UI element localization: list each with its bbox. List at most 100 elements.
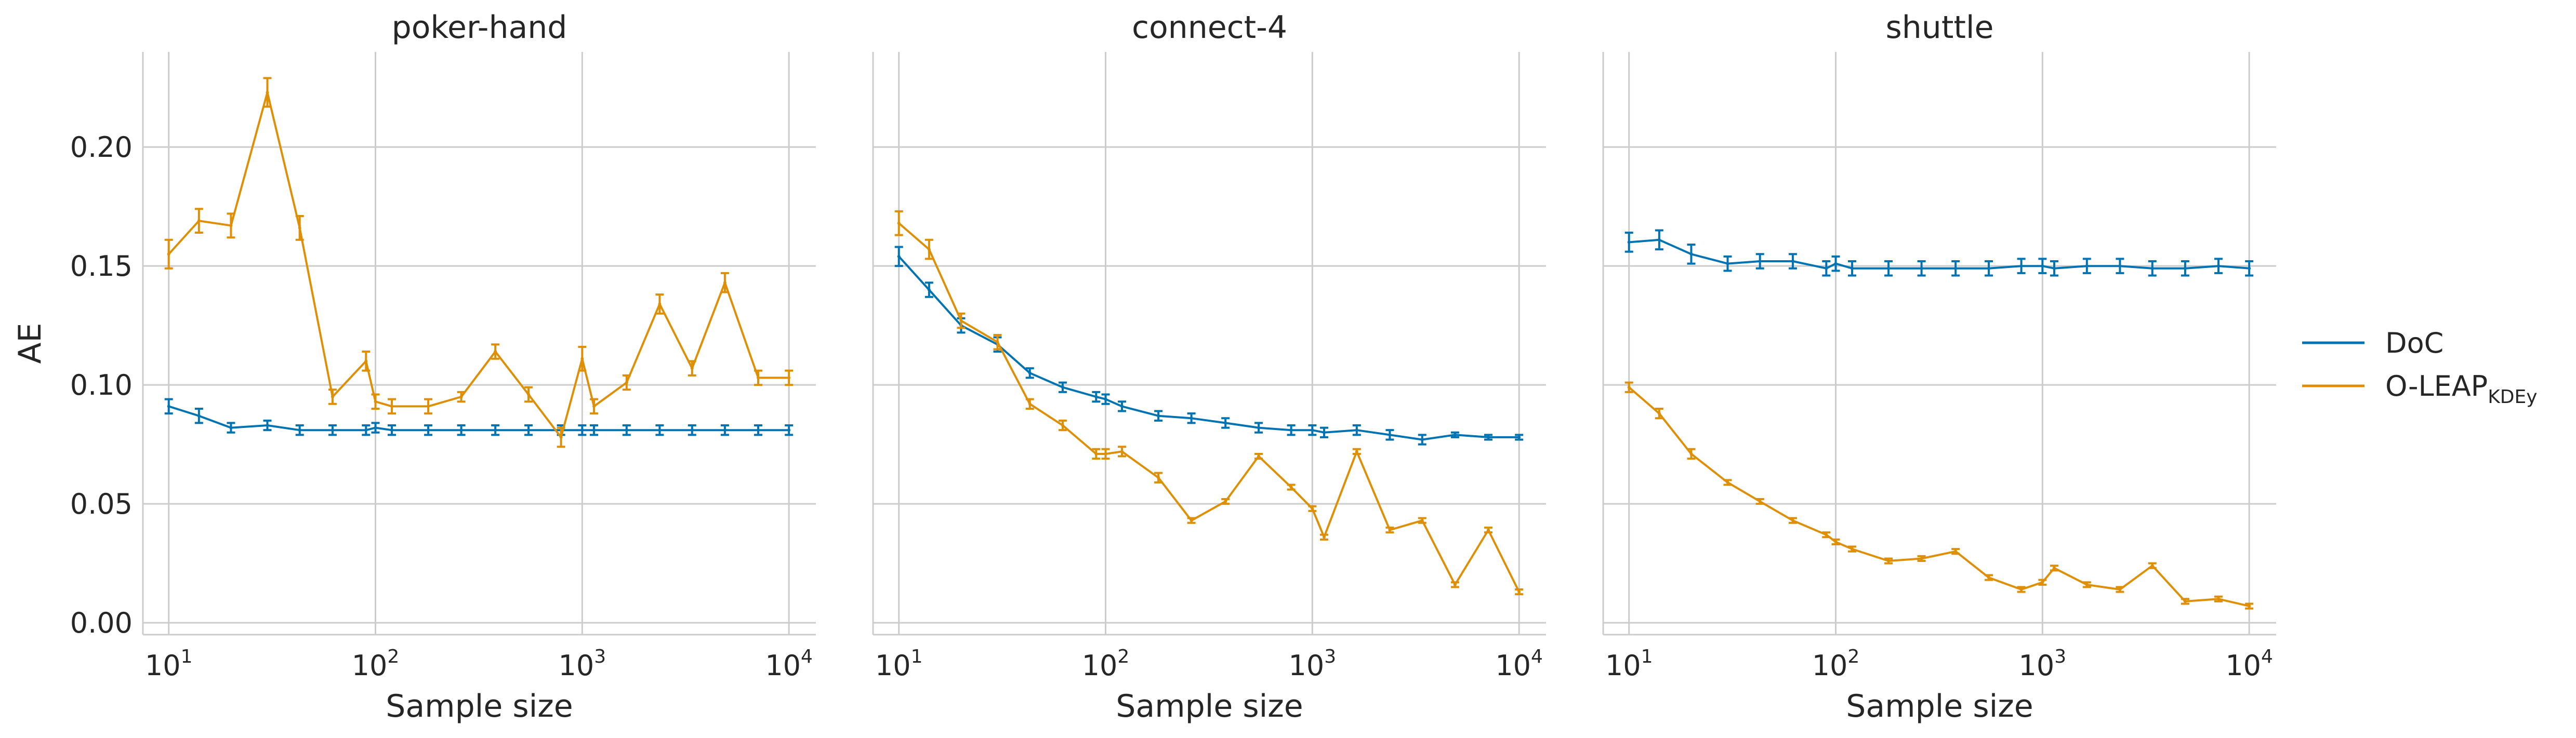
data-point [2150,266,2154,270]
data-point [1657,412,1661,415]
data-point [996,340,999,344]
data-point [1257,426,1261,430]
x-axis-label: Sample size [386,688,573,724]
data-point [1987,266,1991,270]
data-point [197,414,201,418]
data-point [658,428,662,432]
data-point [390,428,394,432]
data-point [1920,266,1923,270]
series-O-LEAP [164,77,794,448]
data-point [1834,262,1838,265]
x-tick-label: 103 [1289,646,1337,682]
data-point [1834,540,1838,544]
data-point [2085,264,2089,268]
data-point [1920,557,1923,560]
data-point [427,405,430,408]
data-point [1028,402,1032,406]
data-point [1453,433,1457,437]
data-point [167,252,170,256]
data-point [1987,576,1991,580]
series-DoC [1624,229,2254,277]
data-point [1120,405,1124,408]
data-point [1486,528,1490,532]
data-point [266,90,269,94]
data-point [625,381,628,384]
data-point [897,254,901,258]
data-point [2052,266,2056,270]
series-line [168,405,789,432]
data-point [1104,452,1107,455]
data-point [1388,433,1392,437]
data-point [1791,519,1794,522]
series-line [898,222,1520,593]
data-point [2216,597,2220,601]
y-tick-label: 0.10 [70,369,133,401]
panel-poker-hand: poker-hand 0.00 0.05 0.10 0.15 0.20 101 102 103 1… [70,9,816,724]
data-point [1825,266,1828,270]
data-point [2248,266,2251,270]
series-line [1629,238,2250,270]
data-point [1954,266,1958,270]
data-point [2052,566,2056,570]
data-point [1224,421,1227,425]
x-tick-label: 101 [1605,646,1653,682]
x-tick-label: 102 [1082,646,1130,682]
x-tick-label: 104 [1495,646,1543,682]
data-point [1157,476,1160,479]
data-point [1322,535,1326,539]
data-point [1758,260,1762,263]
y-axis-label: AE [12,323,48,364]
data-point [1257,454,1261,458]
data-point [1094,452,1098,455]
data-point [897,221,901,225]
data-point [690,367,694,370]
data-point [1657,238,1661,241]
data-point [592,405,596,408]
data-point [1627,385,1631,389]
data-point [1420,519,1424,522]
data-point [2118,587,2122,591]
series-O-LEAP [894,210,1524,596]
data-point [787,376,791,380]
data-point [1157,414,1160,418]
data-point [427,428,430,432]
data-point [959,319,963,323]
data-point [364,359,368,363]
data-point [1486,435,1490,439]
y-tick-label: 0.20 [70,131,133,164]
data-point [390,405,394,408]
data-point [229,224,233,227]
x-tick-label: 102 [352,646,400,682]
data-point [927,288,931,291]
data-point [1851,266,1854,270]
data-point [2041,264,2044,268]
x-tick-label: 101 [145,646,193,682]
data-point [1028,371,1032,375]
data-point [1388,528,1392,532]
x-axis-label: Sample size [1116,688,1303,724]
data-point [1120,450,1124,453]
data-point [2183,266,2187,270]
x-tick-label: 104 [2225,646,2273,682]
data-point [756,428,760,432]
series-line [1628,386,2250,607]
data-point [1851,547,1854,551]
data-point [1825,533,1828,536]
data-point [927,248,931,251]
panel-connect-4: connect-4 101 102 103 104 Sample size [872,9,1546,724]
data-point [2150,564,2154,568]
data-point [1791,260,1794,263]
panel-title: connect-4 [1132,9,1287,46]
data-point [1322,431,1326,434]
data-point [298,428,301,432]
data-point [1517,590,1521,594]
data-point [2041,581,2044,584]
data-point [1061,385,1064,389]
data-point [1726,262,1729,265]
data-point [559,435,563,439]
data-point [625,428,628,432]
x-tick-label: 101 [875,646,923,682]
data-point [167,405,170,408]
data-point [459,428,463,432]
panel-title: poker-hand [392,9,567,46]
